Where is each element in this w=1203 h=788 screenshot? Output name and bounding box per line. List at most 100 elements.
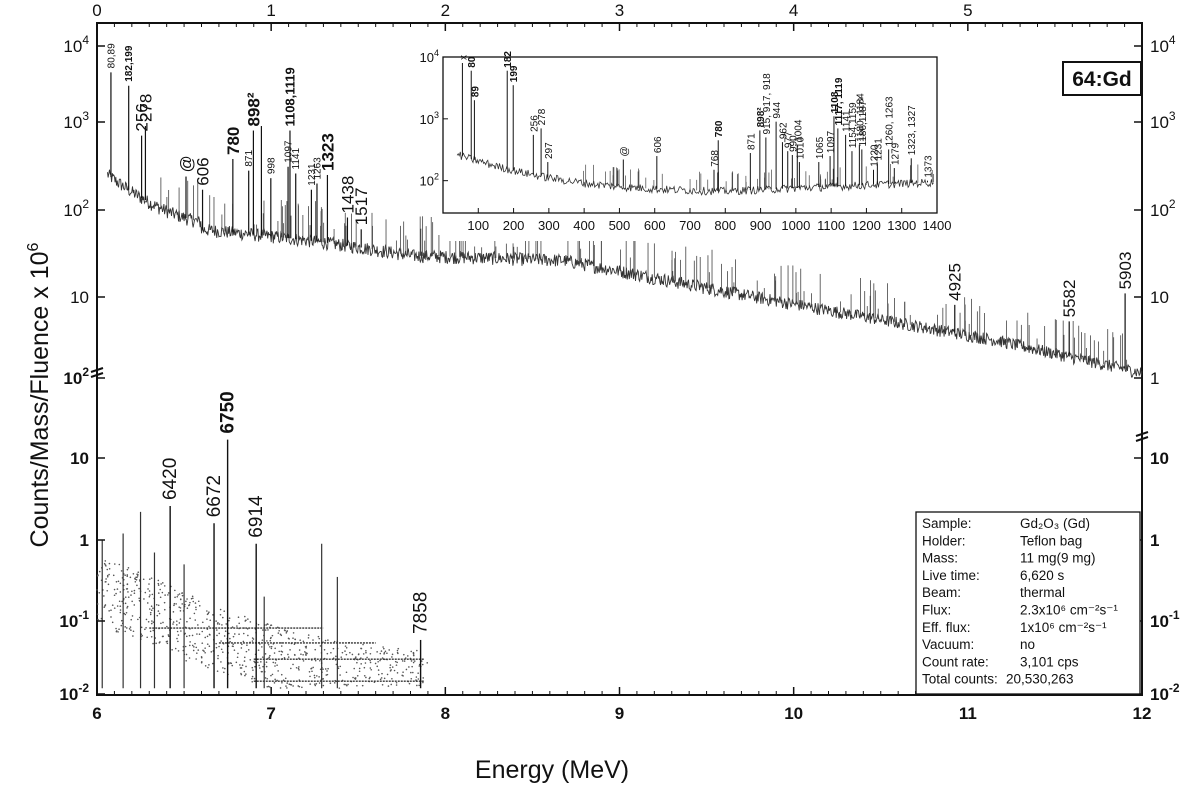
data-dot [149,630,152,633]
data-dot [106,589,109,592]
data-dot [286,682,289,684]
data-dot [161,635,164,638]
upper-continuum [107,169,1143,378]
data-dot [152,629,155,632]
data-dot [370,647,372,649]
data-dot [340,656,343,658]
data-dot [377,660,379,663]
data-dot [148,583,150,585]
data-dot [185,600,187,603]
top-tick-label: 2 [441,1,450,20]
data-dot [237,616,240,619]
inset-peak-label: 962 [778,122,789,139]
data-dot [276,664,278,666]
data-dot [176,624,178,626]
data-dot [349,651,351,654]
data-dot [397,647,400,650]
data-dot [117,580,120,583]
data-dot [193,646,195,648]
data-dot [156,614,159,617]
data-dot [389,666,391,669]
data-dot [251,666,254,669]
data-dot [333,640,336,643]
inset-peak-label: 606 [653,136,664,153]
data-dot [157,584,160,586]
data-dot [272,661,275,664]
data-dot [150,577,153,579]
data-dot [181,603,184,605]
data-dot [270,624,273,626]
data-dot [207,666,209,669]
data-dot [317,635,320,638]
data-dot [192,597,194,600]
data-dot [307,637,310,639]
data-dot [253,660,255,663]
data-dot [315,682,318,685]
data-dot [244,620,247,622]
data-dot [362,653,365,655]
data-dot [319,645,322,647]
data-dot [319,668,322,671]
data-dot [345,653,348,656]
data-dot [395,681,398,684]
peak-label: 606 [193,157,212,185]
data-dot [391,677,393,680]
data-dot [311,670,313,673]
data-dot [123,612,125,615]
data-dot [268,686,271,688]
right-tick-label: 10 [1150,288,1169,307]
data-dot [412,671,414,674]
top-tick-label: 3 [615,1,624,20]
data-dot [97,618,99,621]
data-dot [391,653,394,656]
data-dot [243,615,246,618]
data-dot [157,582,160,585]
peak-label: 256 [133,103,152,131]
data-dot [305,654,307,656]
data-dot [103,595,105,597]
data-dot [270,645,273,648]
data-dot [268,656,271,659]
info-value: 3,101 cps [1020,654,1079,669]
data-dot [105,565,107,567]
data-dot [260,646,263,648]
data-dot [396,661,398,664]
data-dot [279,687,282,689]
data-dot [118,563,121,566]
data-dot [391,666,394,668]
info-key: Sample: [922,516,972,531]
data-dot [242,640,245,643]
data-dot [305,652,307,654]
data-dot [265,665,268,668]
data-dot [218,645,220,648]
peak-label: 6750 [218,391,239,433]
data-dot [383,677,386,680]
data-dot [217,657,219,660]
peak-label: 5582 [1060,280,1079,318]
inset-x-tick-label: 1000 [781,218,810,233]
data-dot [353,667,356,670]
data-dot [379,678,382,681]
data-dot [390,683,393,686]
data-dot [179,610,182,612]
data-dot [258,664,260,667]
peak-label: 1097 [284,140,295,163]
data-dot [137,571,140,573]
data-dot [204,665,207,667]
bottom-tick-label: 10 [784,704,803,723]
data-dot [178,622,181,624]
data-dot [126,588,129,590]
data-dot [280,642,283,644]
data-dot [376,665,379,668]
data-dot [160,622,162,625]
data-dot [238,633,240,636]
data-dot [271,634,274,637]
data-dot [228,619,230,622]
bottom-tick-label: 9 [615,704,624,723]
data-dot [337,667,340,670]
data-dot [278,629,280,632]
data-dot [290,667,292,670]
data-dot [195,606,197,609]
data-dot [149,613,152,616]
